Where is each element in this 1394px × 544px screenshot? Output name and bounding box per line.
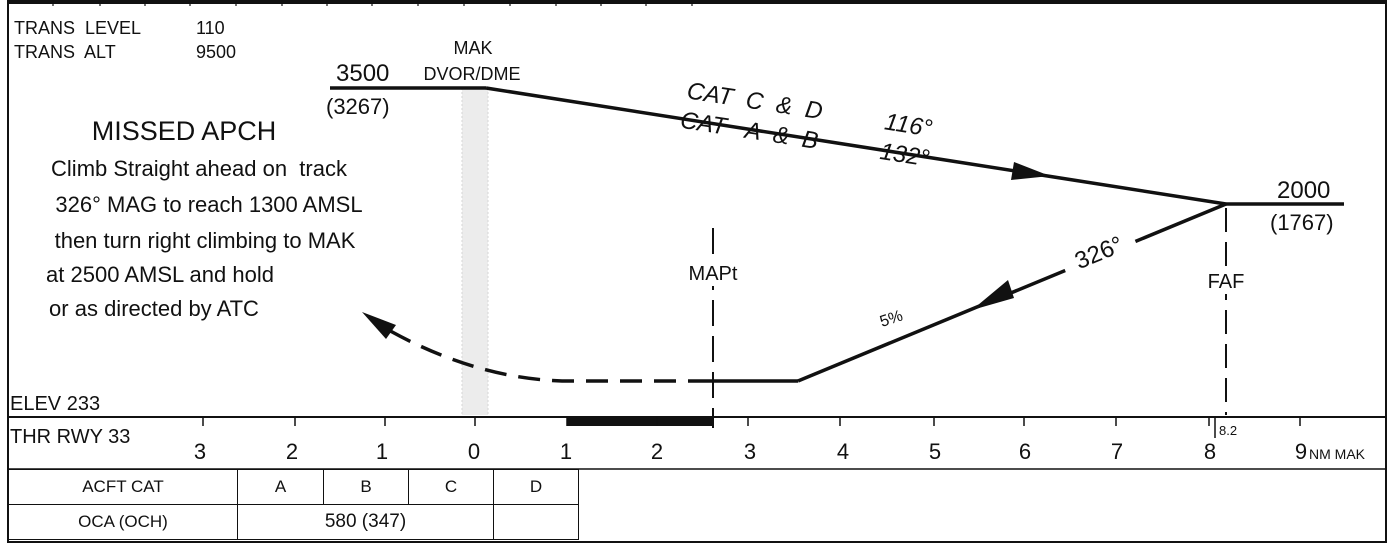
track-labels: CAT C & D 116° CAT A & B 132° [678, 77, 935, 172]
gradient-label: 5% [878, 307, 905, 330]
scale-label-left-3: 3 [194, 439, 206, 464]
chart-frame [7, 0, 1387, 543]
oca-och-cat-d-cell [493, 504, 579, 540]
scale-label-right-4: 4 [837, 439, 849, 464]
missed-approach-arrow-icon [362, 312, 396, 339]
inbound-track-line [485, 86, 1227, 206]
acft-cat-header: ACFT CAT [8, 469, 238, 505]
faf-distance: 8.2 [1219, 423, 1237, 438]
missed-approach-line-5: or as directed by ATC [49, 296, 259, 321]
cat-a-cell: A [237, 469, 324, 505]
missed-approach-line-1: Climb Straight ahead on track [51, 156, 348, 181]
cat-ab-track: 132° [878, 138, 932, 172]
scale-label-right-2: 2 [651, 439, 663, 464]
scale-label-right-8: 8 [1204, 439, 1216, 464]
scale-label-left-1: 1 [376, 439, 388, 464]
trans-alt-label: TRANS ALT [14, 42, 116, 62]
missed-approach-line-4: at 2500 AMSL and hold [46, 262, 274, 287]
mak-altitude: 3500 [336, 60, 389, 87]
oca-och-label: OCA (OCH) [8, 504, 238, 540]
scale-label-right-7: 7 [1111, 439, 1123, 464]
missed-approach-segment-bar [567, 418, 713, 426]
trans-level-label: TRANS LEVEL [14, 18, 141, 38]
mapt-label: MAPt [689, 263, 738, 285]
cat-cd-track: 116° [883, 108, 935, 142]
mak-station-strip [462, 88, 488, 415]
trans-alt-value: 9500 [196, 42, 236, 62]
inbound-arrow-icon [1011, 162, 1050, 180]
mak-name: MAK [453, 38, 492, 58]
trans-level-value: 110 [196, 18, 225, 38]
scale-label-right-5: 5 [929, 439, 941, 464]
distance-scale-ticks [202, 417, 1301, 426]
threshold-label: THR RWY 33 [10, 426, 130, 448]
scale-label-left-2: 2 [286, 439, 298, 464]
final-track: 326° [1071, 231, 1127, 275]
minima-table: ACFT CAT A B C D OCA (OCH) 580 (347) [8, 469, 579, 540]
missed-approach-line-2: 326° MAG to reach 1300 AMSL [55, 192, 362, 217]
missed-approach-line-3: then turn right climbing to MAK [55, 228, 356, 253]
scale-label-zero: 0 [468, 439, 480, 464]
minima-header-row: ACFT CAT A B C D [8, 469, 579, 505]
faf-altitude: 2000 [1277, 177, 1330, 204]
final-arrow-icon [972, 280, 1014, 310]
scale-label-right-9: 9 [1295, 439, 1307, 464]
scale-label-right-3: 3 [744, 439, 756, 464]
missed-approach-title: MISSED APCH [92, 116, 277, 146]
top-scale-ticks [52, 0, 693, 6]
faf-label: FAF [1208, 271, 1245, 293]
elevation-label: ELEV 233 [10, 393, 100, 415]
mak-type: DVOR/DME [423, 64, 520, 84]
missed-approach-path [377, 322, 710, 383]
cat-b-cell: B [323, 469, 409, 505]
cat-d-cell: D [493, 469, 579, 505]
cat-c-cell: C [408, 469, 494, 505]
minima-value-row: OCA (OCH) 580 (347) [8, 504, 579, 540]
mak-height: (3267) [326, 94, 390, 119]
scale-label-right-1: 1 [560, 439, 572, 464]
faf-height: (1767) [1270, 210, 1334, 235]
scale-unit-label: NM MAK [1309, 446, 1366, 462]
oca-och-value: 580 (347) [237, 504, 494, 540]
scale-label-right-6: 6 [1019, 439, 1031, 464]
